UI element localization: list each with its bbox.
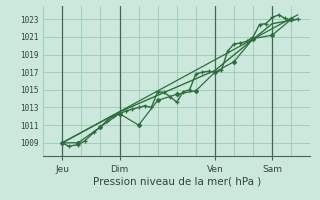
X-axis label: Pression niveau de la mer( hPa ): Pression niveau de la mer( hPa ): [93, 177, 261, 187]
